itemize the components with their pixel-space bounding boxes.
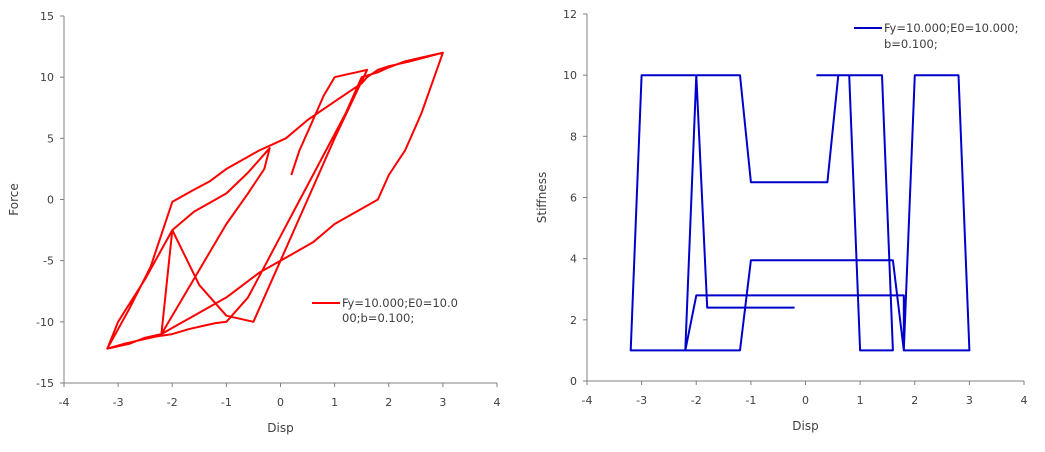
legend-label: 00;b=0.100; xyxy=(342,311,414,325)
x-tick-label: -2 xyxy=(167,396,178,409)
x-tick-label: 3 xyxy=(966,394,973,407)
y-axis-title: Force xyxy=(7,183,21,215)
legend-label: b=0.100; xyxy=(884,37,938,51)
x-tick-label: -4 xyxy=(582,394,593,407)
y-tick-label: 6 xyxy=(570,192,577,205)
x-tick-label: 2 xyxy=(385,396,392,409)
y-tick-label: 5 xyxy=(47,132,54,145)
x-tick-label: 2 xyxy=(911,394,918,407)
y-tick-label: 12 xyxy=(563,8,577,21)
x-axis-title: Disp xyxy=(792,419,818,433)
y-axis-title: Stiffness xyxy=(535,172,549,223)
x-tick-label: -3 xyxy=(113,396,124,409)
y-tick-label: 0 xyxy=(47,194,54,207)
x-tick-label: -2 xyxy=(691,394,702,407)
x-axis-title: Disp xyxy=(267,421,293,435)
x-tick-label: 4 xyxy=(1021,394,1028,407)
y-tick-label: 2 xyxy=(570,314,577,327)
x-tick-label: 1 xyxy=(857,394,864,407)
x-tick-label: -3 xyxy=(636,394,647,407)
x-tick-label: 1 xyxy=(331,396,338,409)
y-tick-label: 4 xyxy=(570,253,577,266)
x-tick-label: 0 xyxy=(277,396,284,409)
series-line xyxy=(106,51,444,350)
y-tick-label: 10 xyxy=(563,69,577,82)
x-tick-label: 3 xyxy=(439,396,446,409)
y-tick-label: -15 xyxy=(36,377,54,390)
x-tick-label: -1 xyxy=(221,396,232,409)
y-tick-label: -5 xyxy=(43,255,54,268)
x-tick-label: 4 xyxy=(494,396,501,409)
y-tick-label: -10 xyxy=(36,316,54,329)
x-tick-label: 0 xyxy=(802,394,809,407)
y-tick-label: 8 xyxy=(570,130,577,143)
legend-label: Fy=10.000;E0=10.0 xyxy=(342,296,458,310)
y-tick-label: 0 xyxy=(570,375,577,388)
x-tick-label: -1 xyxy=(745,394,756,407)
series-line xyxy=(629,74,971,352)
y-tick-label: 10 xyxy=(40,71,54,84)
x-tick-label: -4 xyxy=(59,396,70,409)
y-tick-label: 15 xyxy=(40,10,54,23)
legend-label: Fy=10.000;E0=10.000; xyxy=(884,21,1018,35)
